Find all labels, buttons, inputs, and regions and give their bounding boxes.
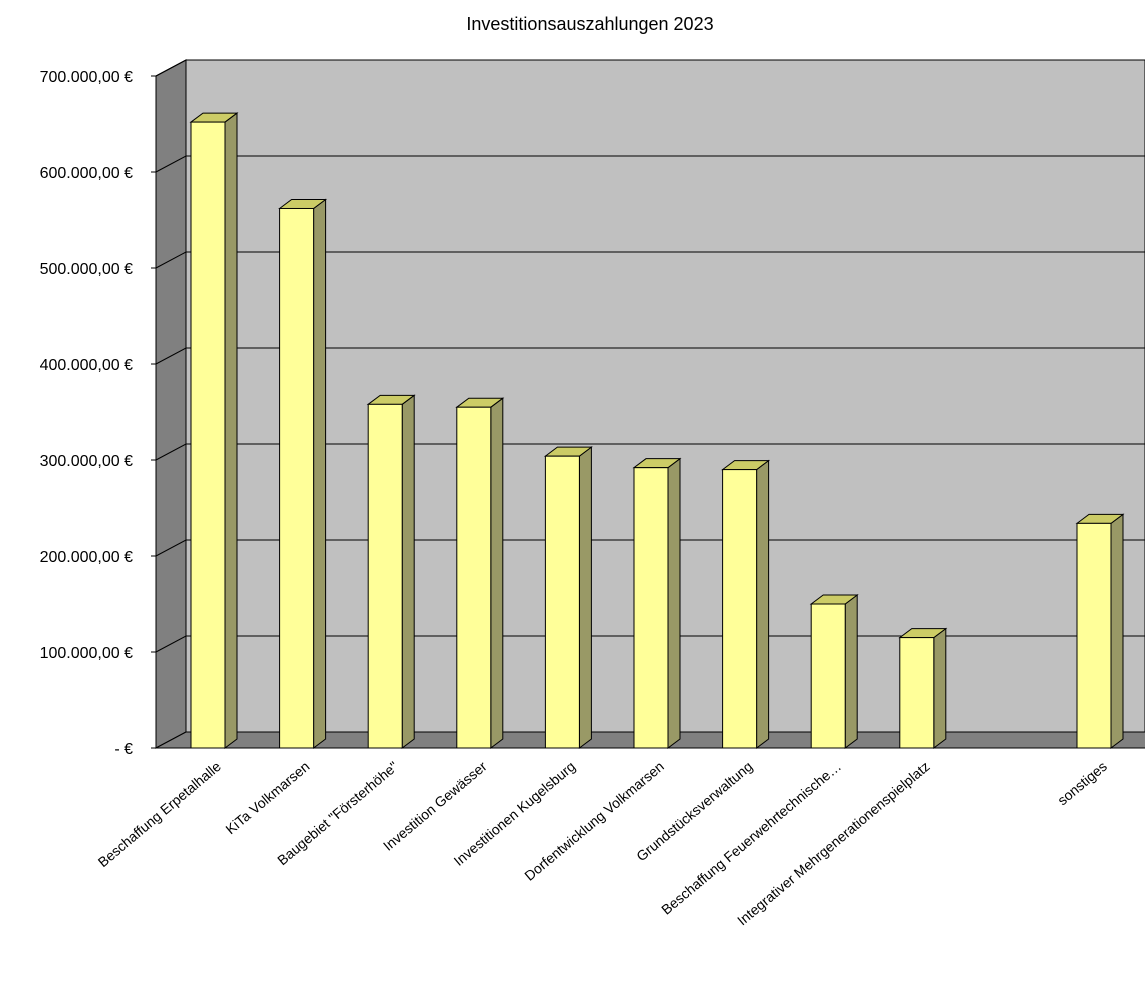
- x-tick-label: KiTa Volkmarsen: [222, 758, 312, 837]
- gridline: [155, 443, 1145, 461]
- y-axis-tick-labels: - € 100.000,00 € 200.000,00 € 300.000,00 € 4…: [40, 69, 156, 758]
- x-tick-label: Integrativer Mehrgenerationenspielplatz: [734, 758, 933, 928]
- bar-front: [1076, 522, 1112, 749]
- y-tick-label: 600.000,00 €: [40, 165, 134, 182]
- gridline: [155, 155, 1145, 173]
- bar-front: [810, 603, 846, 749]
- bar-front: [633, 467, 669, 749]
- bar-front: [722, 469, 758, 749]
- bar-front: [544, 455, 580, 749]
- bar-side: [313, 198, 327, 749]
- x-tick-label: Dorfentwicklung Volkmarsen: [521, 758, 667, 884]
- y-tick-label: 500.000,00 €: [40, 261, 134, 278]
- bar-side: [756, 459, 770, 749]
- y-tick-label: 200.000,00 €: [40, 549, 134, 566]
- y-tick-label: 100.000,00 €: [40, 645, 134, 662]
- gridline: [155, 59, 1145, 77]
- bar: [455, 397, 505, 749]
- bar: [278, 198, 328, 749]
- bar-side: [667, 457, 681, 749]
- bar-side: [844, 594, 858, 749]
- bar-front: [456, 406, 492, 749]
- bar-side: [401, 394, 415, 749]
- bar: [1075, 513, 1125, 749]
- chart-title: Investitionsauszahlungen 2023: [466, 14, 714, 34]
- bar: [189, 112, 239, 749]
- bar-front: [279, 207, 315, 749]
- bar-front: [190, 121, 226, 749]
- bar: [898, 627, 948, 749]
- gridline: [155, 539, 1145, 557]
- bar: [366, 394, 416, 749]
- bar: [543, 446, 593, 749]
- bar: [809, 594, 859, 749]
- bar-side: [933, 627, 947, 749]
- bar-side: [578, 446, 592, 749]
- side-wall: [155, 59, 187, 749]
- bars: [189, 112, 1125, 749]
- bar: [721, 459, 771, 749]
- gridlines: [155, 59, 1145, 653]
- x-tick-label: Beschaffung Erpetalhalle: [95, 758, 224, 870]
- x-tick-label: sonstiges: [1054, 758, 1110, 808]
- bar-side: [224, 112, 238, 749]
- bar: [632, 457, 682, 749]
- y-tick-label: 300.000,00 €: [40, 453, 134, 470]
- bar-side: [490, 397, 504, 749]
- bar-front: [367, 403, 403, 749]
- x-tick-label: Beschaffung Feuerwehrtechnische…: [658, 758, 844, 918]
- bar-side: [1110, 513, 1124, 749]
- y-tick-label: 400.000,00 €: [40, 357, 134, 374]
- bar-front: [899, 637, 935, 749]
- y-tick-label: 700.000,00 €: [40, 69, 134, 86]
- gridline: [155, 251, 1145, 269]
- gridline: [155, 347, 1145, 365]
- y-tick-label: - €: [114, 741, 133, 758]
